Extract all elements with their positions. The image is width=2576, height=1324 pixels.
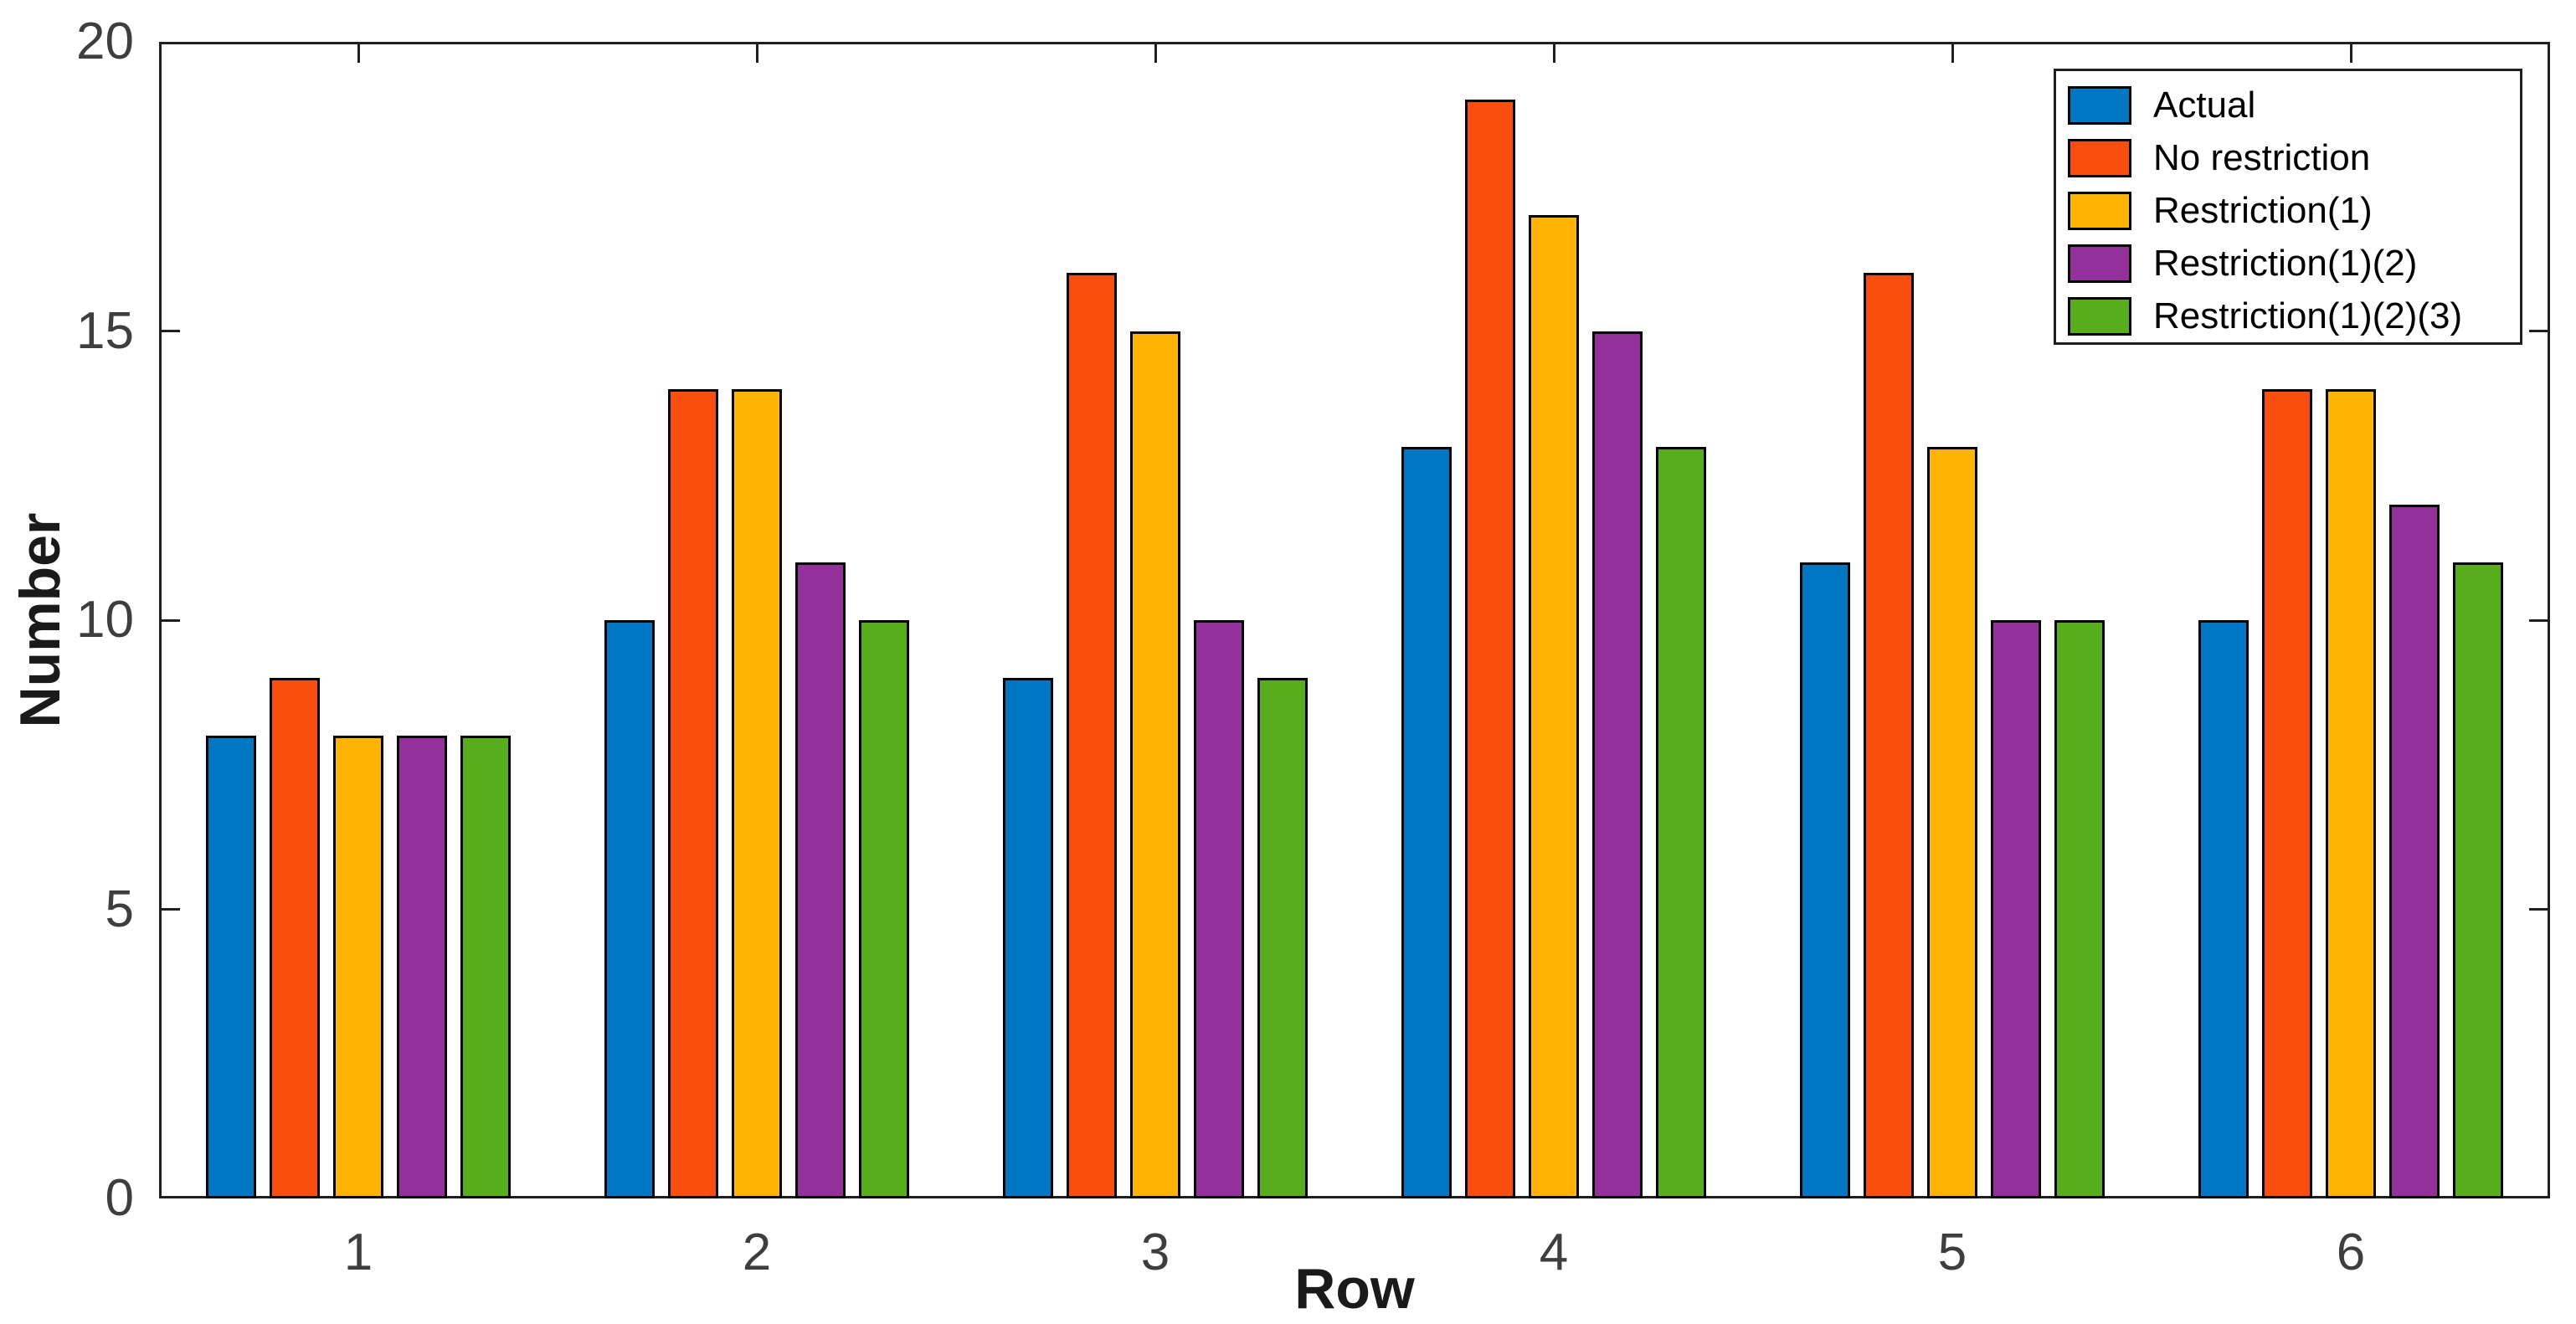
y-tick-mark-left <box>162 908 180 911</box>
bar <box>1529 215 1579 1198</box>
bar <box>397 736 448 1198</box>
legend-entry: Restriction(1) <box>2056 184 2520 237</box>
legend-swatch <box>2068 138 2131 177</box>
bar <box>859 620 910 1198</box>
x-tick-label: 6 <box>2336 1224 2366 1281</box>
bar <box>1656 446 1707 1198</box>
bar <box>333 736 383 1198</box>
x-tick-label: 3 <box>1140 1224 1170 1281</box>
bar <box>795 562 846 1198</box>
x-tick-label: 5 <box>1937 1224 1967 1281</box>
bar <box>2261 388 2312 1198</box>
legend-entry: Restriction(1)(2)(3) <box>2056 290 2520 342</box>
legend-entry-label: No restriction <box>2153 136 2371 178</box>
x-tick-mark-top <box>1154 44 1157 63</box>
bar <box>269 678 320 1198</box>
bar <box>732 388 782 1198</box>
y-tick-label: 0 <box>105 1169 134 1227</box>
legend-entry: Restriction(1)(2) <box>2056 237 2520 290</box>
x-tick-mark-top <box>1951 44 1954 63</box>
x-tick-label: 1 <box>343 1224 373 1281</box>
y-axis-label: Number <box>8 512 72 728</box>
bar <box>2054 620 2106 1198</box>
y-tick-mark-right <box>2529 618 2548 622</box>
bar <box>2198 620 2249 1198</box>
bar <box>1257 678 1309 1198</box>
bar <box>2453 562 2504 1198</box>
y-tick-mark-left <box>162 618 180 622</box>
legend-swatch <box>2068 191 2131 230</box>
bar <box>1194 620 1245 1198</box>
x-axis-label: Row <box>1294 1257 1415 1321</box>
y-tick-mark-right <box>2529 330 2548 332</box>
y-tick-mark-left <box>162 330 180 332</box>
legend-swatch <box>2068 244 2131 283</box>
legend-entry-label: Restriction(1) <box>2153 189 2373 231</box>
bar <box>1464 100 1515 1198</box>
bar <box>667 388 718 1198</box>
bar <box>1066 273 1117 1198</box>
legend-entry-label: Restriction(1)(2)(3) <box>2153 295 2463 336</box>
legend-entry-label: Restriction(1)(2) <box>2153 242 2418 284</box>
bar <box>1863 273 1914 1198</box>
x-tick-label: 4 <box>1539 1224 1569 1281</box>
bar <box>604 620 655 1198</box>
legend-swatch <box>2068 296 2131 336</box>
x-tick-mark-top <box>755 44 758 63</box>
x-tick-mark-top <box>1552 44 1555 63</box>
legend-entry: Actual <box>2056 79 2520 131</box>
legend: Actual No restriction Restriction(1) Restri… <box>2054 69 2522 345</box>
bar <box>1799 562 1850 1198</box>
bar <box>460 736 512 1198</box>
bar <box>1401 446 1452 1198</box>
bar <box>205 736 256 1198</box>
y-tick-label: 10 <box>76 591 134 649</box>
y-tick-label: 5 <box>105 880 134 938</box>
bar <box>1927 446 1977 1198</box>
x-tick-mark-top <box>357 44 360 63</box>
x-tick-label: 2 <box>742 1224 772 1281</box>
bar <box>1130 331 1180 1198</box>
bar <box>1002 678 1053 1198</box>
y-tick-label: 20 <box>76 13 134 70</box>
x-tick-mark-top <box>2349 44 2352 63</box>
legend-entry-label: Actual <box>2153 84 2256 126</box>
y-tick-label: 15 <box>76 301 134 360</box>
bar <box>1991 620 2042 1198</box>
bar <box>2326 388 2376 1198</box>
y-tick-mark-right <box>2529 908 2548 911</box>
bar <box>1592 331 1643 1198</box>
legend-entry: No restriction <box>2056 131 2520 184</box>
legend-swatch <box>2068 85 2131 125</box>
bar <box>2389 504 2440 1198</box>
